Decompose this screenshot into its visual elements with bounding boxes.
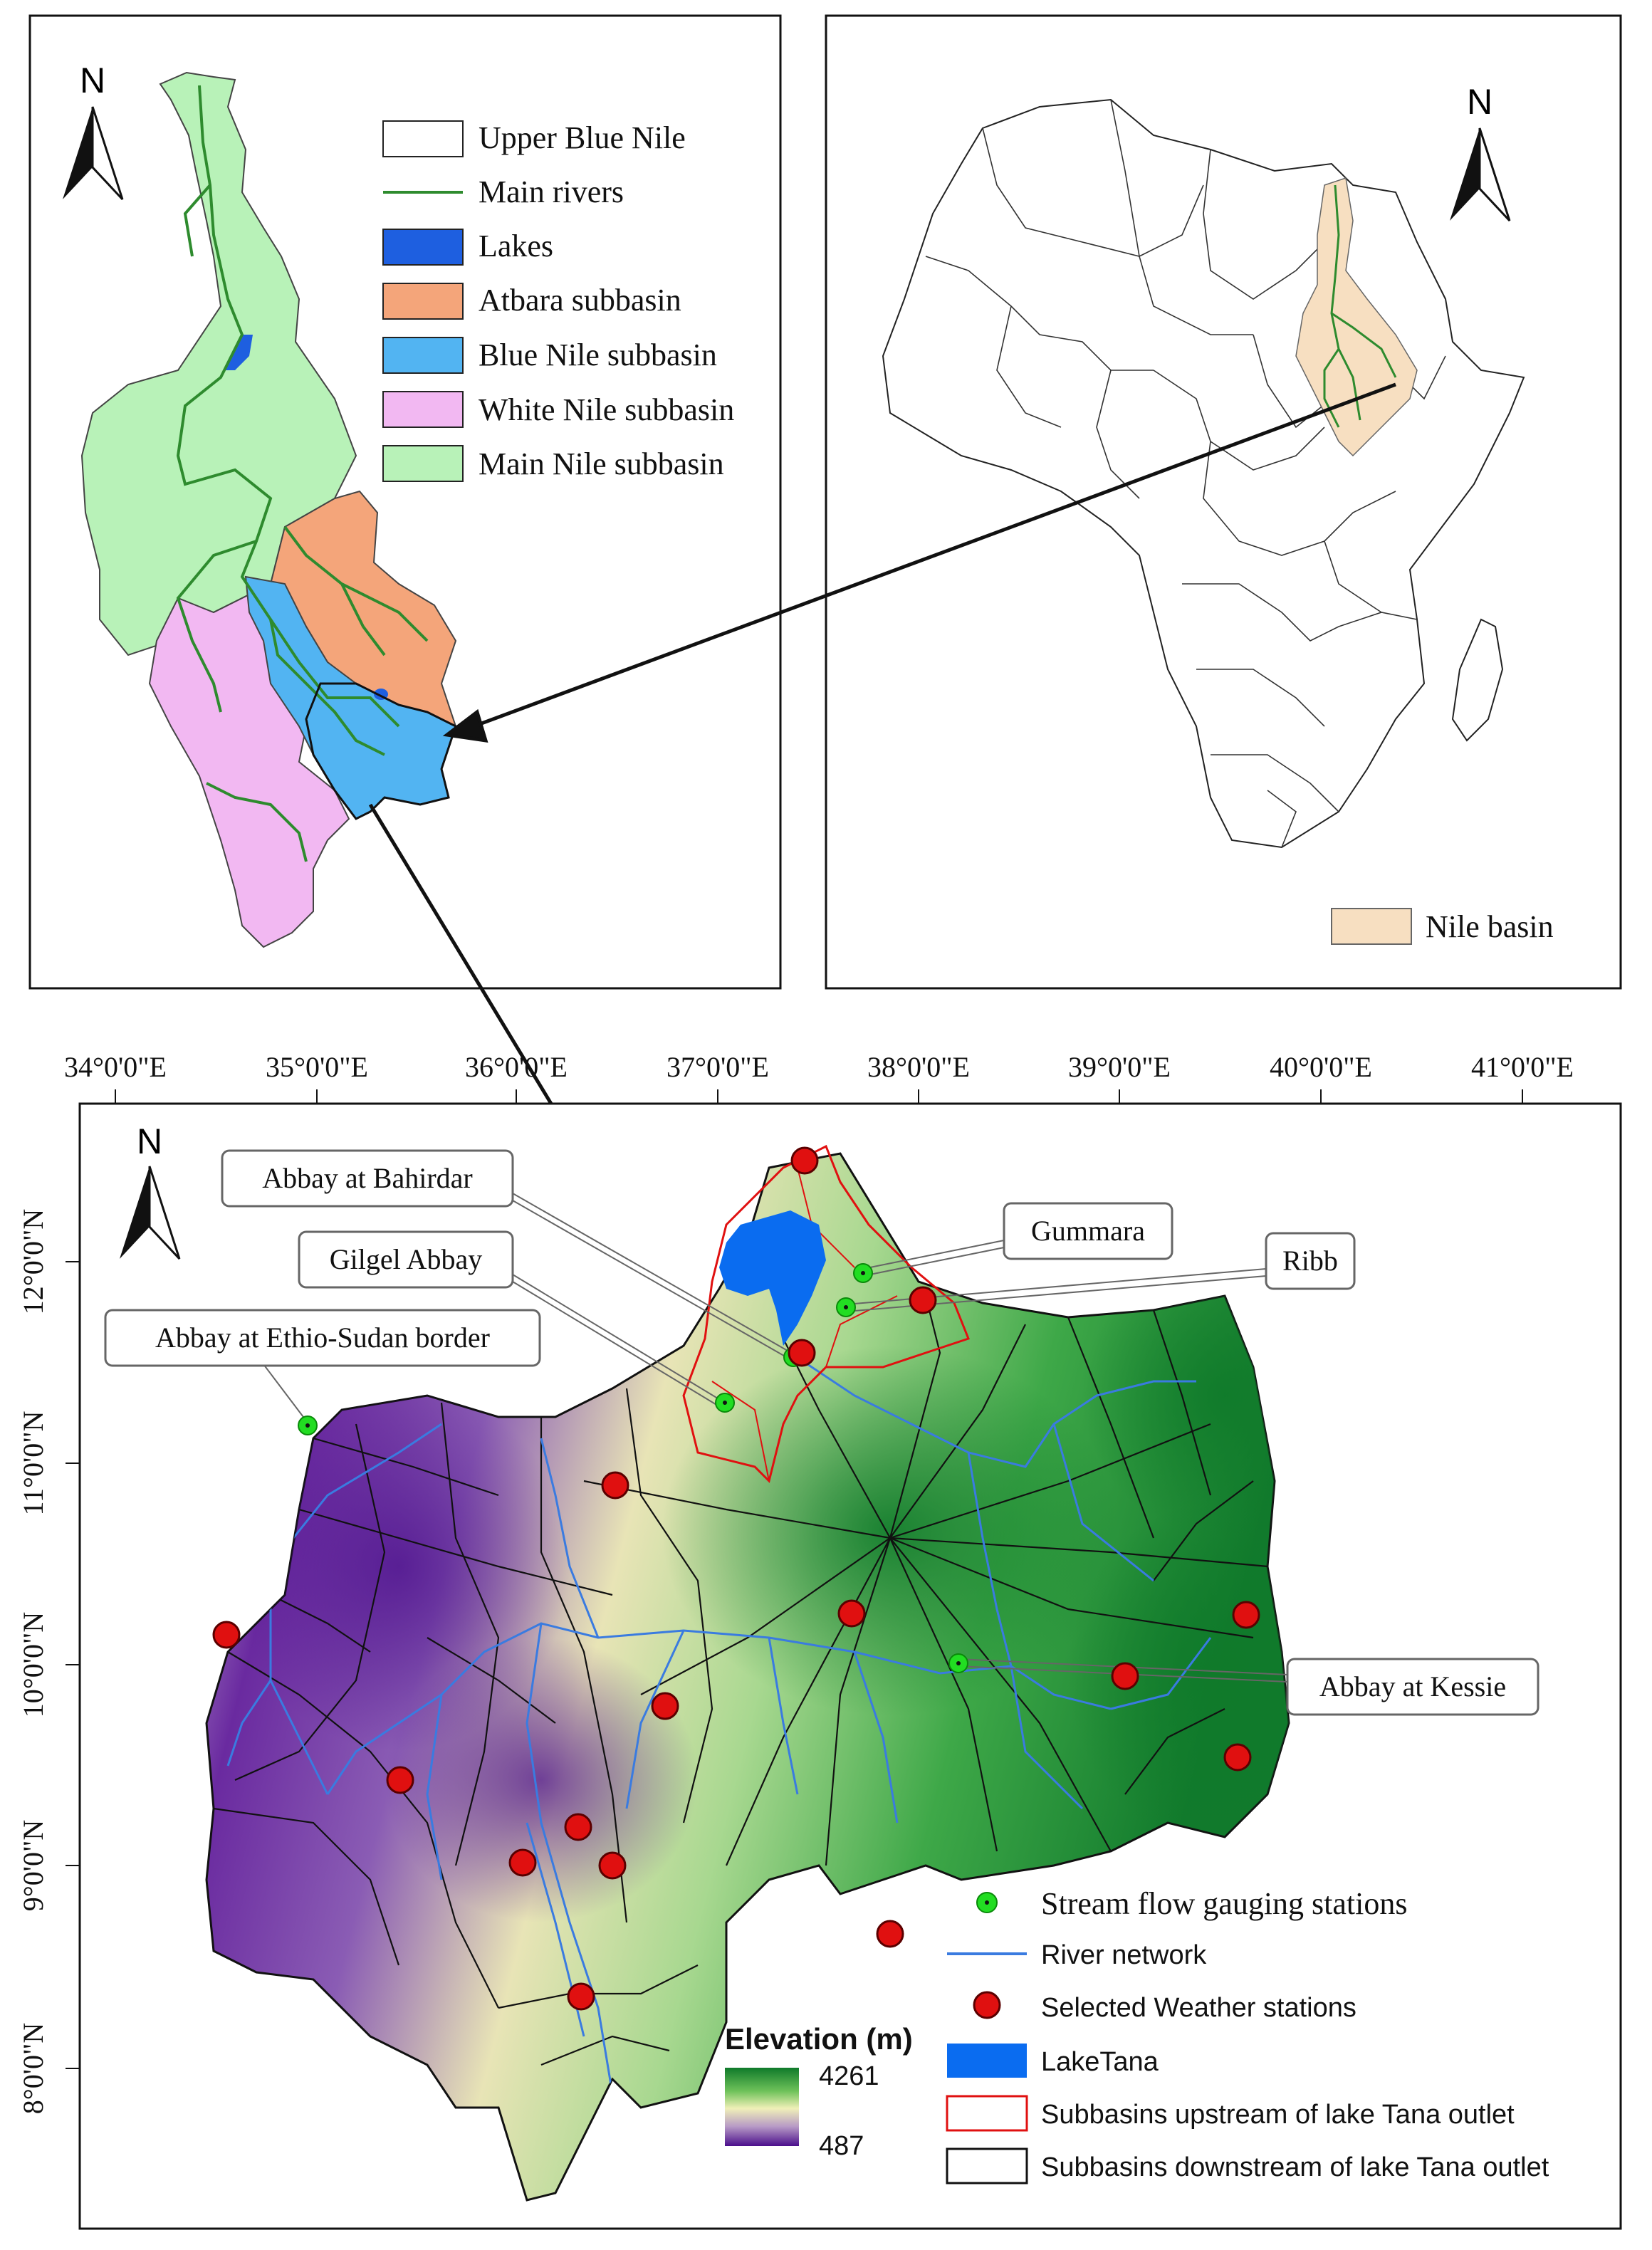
elevation-ramp bbox=[725, 2068, 799, 2146]
svg-text:Gummara: Gummara bbox=[1031, 1215, 1145, 1247]
svg-text:34°0'0"E: 34°0'0"E bbox=[64, 1051, 167, 1083]
svg-text:36°0'0"E: 36°0'0"E bbox=[465, 1051, 568, 1083]
legend-nile-basin-label: Nile basin bbox=[1426, 909, 1554, 944]
svg-text:Lakes: Lakes bbox=[479, 229, 553, 263]
svg-text:LakeTana: LakeTana bbox=[1041, 2047, 1159, 2077]
nile-panel: N Upper Blue Nil bbox=[28, 14, 782, 990]
main-panel: 34°0'0"E 35°0'0"E 36°0'0"E 37°0'0"E 38°0… bbox=[17, 1051, 1622, 2230]
connector-arrows bbox=[368, 382, 1396, 1112]
blue-nile-to-main-connector bbox=[368, 803, 558, 1112]
elevation-legend: Elevation (m) 4261 487 bbox=[725, 2022, 913, 2161]
svg-text:8°0'0"N: 8°0'0"N bbox=[17, 2023, 49, 2114]
legend-river-network: River network bbox=[947, 1940, 1207, 1970]
basin-dem bbox=[205, 1144, 1290, 2202]
upper-blue-nile-outline bbox=[305, 682, 457, 820]
callout-ribb: Ribb bbox=[1265, 1232, 1356, 1290]
africa-to-blue-nile-arrow bbox=[469, 382, 1396, 730]
north-arrow-icon-main: N bbox=[120, 1121, 181, 1260]
svg-text:N: N bbox=[1467, 82, 1492, 122]
gauge-kessie bbox=[948, 1653, 968, 1673]
legend-weather-stations: Selected Weather stations bbox=[973, 1991, 1356, 2023]
main-rivers bbox=[176, 85, 429, 862]
legend-main-rivers: Main rivers bbox=[383, 174, 624, 209]
svg-text:Subbasins upstream of lake Tan: Subbasins upstream of lake Tana outlet bbox=[1041, 2100, 1515, 2130]
elevation-max: 4261 bbox=[819, 2061, 879, 2091]
legend-nile-basin-swatch bbox=[1331, 908, 1412, 945]
svg-text:38°0'0"E: 38°0'0"E bbox=[867, 1051, 970, 1083]
callout-abbay-bahirdar: Abbay at Bahirdar bbox=[221, 1149, 514, 1208]
gauge-gummara bbox=[853, 1263, 873, 1283]
svg-text:12°0'0"N: 12°0'0"N bbox=[17, 1209, 49, 1314]
elevation-title: Elevation (m) bbox=[725, 2022, 913, 2056]
svg-text:Gilgel Abbay: Gilgel Abbay bbox=[330, 1243, 482, 1275]
svg-text:Main rivers: Main rivers bbox=[479, 174, 624, 209]
legend-white-nile: White Nile subbasin bbox=[382, 391, 734, 428]
africa-panel: N bbox=[825, 14, 1622, 990]
svg-text:Ribb: Ribb bbox=[1282, 1245, 1338, 1277]
svg-text:Abbay at Bahirdar: Abbay at Bahirdar bbox=[262, 1162, 472, 1194]
svg-text:41°0'0"E: 41°0'0"E bbox=[1471, 1051, 1574, 1083]
elevation-min: 487 bbox=[819, 2131, 864, 2161]
gauging-stations bbox=[298, 1263, 968, 1673]
svg-text:Blue Nile subbasin: Blue Nile subbasin bbox=[479, 338, 717, 372]
madagascar-outline bbox=[1451, 618, 1504, 742]
svg-text:37°0'0"E: 37°0'0"E bbox=[666, 1051, 769, 1083]
svg-text:River network: River network bbox=[1041, 1940, 1207, 1970]
lakes-shape bbox=[224, 335, 253, 370]
gauge-ribb bbox=[836, 1297, 856, 1317]
y-tick-marks bbox=[66, 1261, 80, 2069]
svg-text:Abbay at Kessie: Abbay at Kessie bbox=[1319, 1670, 1506, 1702]
svg-text:Abbay at Ethio-Sudan border: Abbay at Ethio-Sudan border bbox=[155, 1322, 490, 1354]
legend-blue-nile: Blue Nile subbasin bbox=[382, 337, 717, 374]
nile-legend: Upper Blue Nile Main rivers Lakes Atbara… bbox=[382, 120, 734, 482]
svg-text:9°0'0"N: 9°0'0"N bbox=[17, 1820, 49, 1911]
main-legend: Stream flow gauging stations River netwo… bbox=[946, 1886, 1549, 2184]
svg-text:40°0'0"E: 40°0'0"E bbox=[1270, 1051, 1372, 1083]
africa-legend: Nile basin bbox=[1331, 908, 1554, 945]
legend-gauging-stations: Stream flow gauging stations bbox=[976, 1886, 1408, 1921]
svg-text:Subbasins downstream of lake T: Subbasins downstream of lake Tana outlet bbox=[1041, 2152, 1549, 2182]
africa-outline bbox=[882, 98, 1525, 849]
callout-gilgel-abbay: Gilgel Abbay bbox=[298, 1230, 514, 1289]
x-tick-marks bbox=[115, 1089, 1523, 1104]
svg-text:White Nile subbasin: White Nile subbasin bbox=[479, 392, 734, 427]
legend-upper-blue-nile: Upper Blue Nile bbox=[382, 120, 686, 157]
legend-main-nile: Main Nile subbasin bbox=[382, 445, 724, 482]
nile-basin-rivers bbox=[1323, 184, 1397, 428]
svg-text:10°0'0"N: 10°0'0"N bbox=[17, 1612, 49, 1717]
svg-text:Upper Blue Nile: Upper Blue Nile bbox=[479, 120, 686, 155]
svg-text:11°0'0"N: 11°0'0"N bbox=[17, 1411, 49, 1516]
svg-text:Main Nile subbasin: Main Nile subbasin bbox=[479, 446, 724, 481]
north-arrow-icon-africa: N bbox=[1450, 82, 1511, 222]
svg-text:Stream flow gauging stations: Stream flow gauging stations bbox=[1041, 1886, 1408, 1921]
legend-downstream-subbasins: Subbasins downstream of lake Tana outlet bbox=[946, 2147, 1549, 2184]
y-tick-labels: 12°0'0"N 11°0'0"N 10°0'0"N 9°0'0"N 8°0'0… bbox=[17, 1209, 49, 2114]
x-tick-labels: 34°0'0"E 35°0'0"E 36°0'0"E 37°0'0"E 38°0… bbox=[64, 1051, 1574, 1083]
callout-gummara: Gummara bbox=[1003, 1202, 1173, 1260]
legend-atbara: Atbara subbasin bbox=[382, 283, 681, 320]
callout-ethio-sudan: Abbay at Ethio-Sudan border bbox=[104, 1309, 541, 1367]
north-arrow-icon: N bbox=[63, 61, 124, 201]
weather-stations bbox=[212, 1146, 1260, 2011]
callouts: Abbay at Bahirdar Gilgel Abbay Abbay at … bbox=[104, 1149, 1539, 1716]
svg-text:39°0'0"E: 39°0'0"E bbox=[1068, 1051, 1171, 1083]
north-label: N bbox=[80, 61, 105, 100]
legend-lakes: Lakes bbox=[382, 229, 553, 266]
gauge-ethio-sudan bbox=[298, 1416, 318, 1435]
gauge-gilgel-abbay bbox=[715, 1393, 735, 1413]
callout-abbay-kessie: Abbay at Kessie bbox=[1286, 1658, 1539, 1716]
svg-text:35°0'0"E: 35°0'0"E bbox=[266, 1051, 368, 1083]
svg-text:Atbara subbasin: Atbara subbasin bbox=[479, 283, 681, 318]
legend-upstream-subbasins: Subbasins upstream of lake Tana outlet bbox=[946, 2095, 1515, 2132]
svg-text:N: N bbox=[137, 1121, 162, 1161]
svg-text:Selected Weather stations: Selected Weather stations bbox=[1041, 1993, 1356, 2023]
lake-tana bbox=[719, 1210, 826, 1346]
legend-lake-tana: LakeTana bbox=[947, 2044, 1159, 2078]
